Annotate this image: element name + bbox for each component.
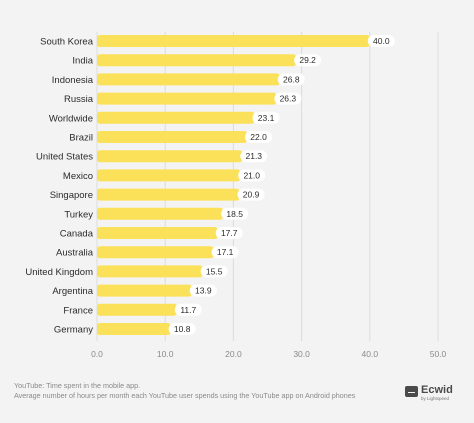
x-tick-label: 0.0: [91, 349, 103, 359]
value-label-box: [238, 169, 266, 182]
bar: [97, 73, 280, 86]
category-label: Brazil: [69, 133, 93, 144]
value-label-box: [367, 35, 395, 47]
value-label: 22.0: [250, 132, 267, 142]
value-label: 29.2: [299, 55, 316, 65]
category-label: India: [72, 56, 93, 67]
bar: [97, 323, 171, 335]
category-label: Indonesia: [52, 75, 94, 86]
category-label: Worldwide: [49, 113, 93, 124]
bar: [97, 54, 297, 67]
value-label: 40.0: [373, 36, 390, 46]
brand-logo: Ecwid by Lightspeed: [405, 384, 465, 404]
value-label: 26.8: [283, 74, 300, 84]
category-label: Germany: [54, 325, 93, 336]
value-label-box: [294, 54, 322, 67]
bar: [97, 303, 177, 316]
value-label-box: [252, 111, 280, 124]
value-label-box: [200, 265, 228, 278]
brand-name: Ecwid: [421, 384, 453, 396]
value-label-box: [215, 227, 243, 239]
bar: [97, 35, 370, 47]
value-label-box: [174, 303, 202, 316]
value-label: 13.9: [195, 286, 212, 296]
bar: [97, 92, 277, 105]
value-label-box: [168, 323, 196, 335]
value-label: 21.0: [243, 170, 260, 180]
value-label: 26.3: [280, 94, 297, 104]
category-label: Canada: [60, 229, 94, 240]
value-label: 21.3: [245, 151, 262, 161]
value-label-box: [221, 207, 249, 220]
bar-chart: 0.0 10.0 20.0 30.0 40.0 50.0 South Korea 40.0 In…: [25, 32, 447, 359]
category-label: Russia: [64, 94, 94, 105]
value-label-box: [237, 188, 265, 201]
bar: [97, 284, 192, 297]
value-label: 11.7: [180, 305, 196, 315]
value-label-box: [277, 73, 305, 86]
bar: [97, 188, 240, 201]
category-label: South Korea: [40, 37, 94, 48]
value-label-box: [211, 246, 239, 259]
bar: [97, 265, 203, 278]
bar: [97, 111, 255, 124]
category-label: Australia: [56, 248, 94, 259]
value-label: 15.5: [206, 266, 223, 276]
value-label: 23.1: [258, 113, 275, 123]
value-label: 18.5: [226, 209, 243, 219]
x-tick-label: 50.0: [430, 349, 447, 359]
value-label: 20.9: [243, 190, 260, 200]
value-label-box: [274, 92, 302, 105]
value-label-box: [240, 150, 268, 163]
bar: [97, 169, 241, 182]
shopping-bag-icon: [405, 386, 418, 397]
x-tick-label: 10.0: [157, 349, 174, 359]
value-label: 17.7: [221, 228, 238, 238]
x-tick-label: 30.0: [293, 349, 310, 359]
category-label: Turkey: [64, 209, 93, 220]
bar: [97, 246, 214, 259]
x-tick-label: 40.0: [362, 349, 379, 359]
value-label: 10.8: [174, 324, 191, 334]
category-label: United Kingdom: [25, 267, 93, 278]
value-label: 17.1: [217, 247, 234, 257]
value-label-box: [189, 284, 217, 297]
chart-footer: YouTube: Time spent in the mobile app. A…: [14, 381, 394, 401]
bar: [97, 150, 243, 163]
brand-subtitle: by Lightspeed: [421, 396, 450, 401]
category-label: Argentina: [52, 286, 93, 297]
category-label: Singapore: [50, 190, 93, 201]
bar: [97, 207, 224, 220]
footer-line-2: Average number of hours per month each Y…: [14, 391, 356, 400]
category-label: France: [63, 305, 93, 316]
bar: [97, 131, 248, 143]
category-label: Mexico: [63, 171, 93, 182]
x-tick-label: 20.0: [225, 349, 242, 359]
footer-line-1: YouTube: Time spent in the mobile app.: [14, 381, 141, 390]
bar: [97, 227, 218, 239]
category-label: United States: [36, 152, 93, 163]
value-label-box: [245, 131, 273, 143]
